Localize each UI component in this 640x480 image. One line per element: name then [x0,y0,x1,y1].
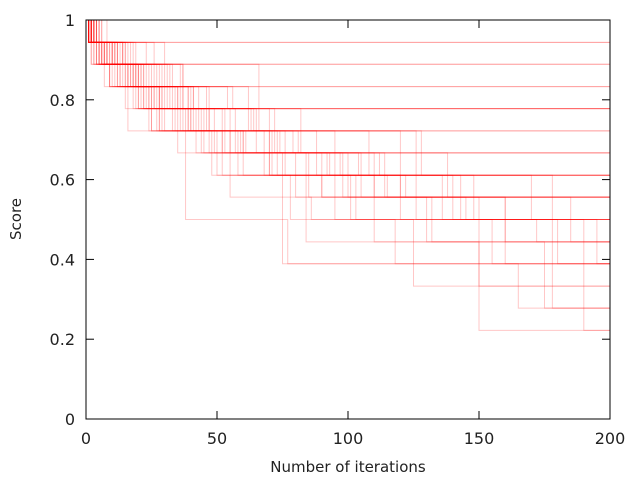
x-tick-label: 200 [595,429,626,448]
series-line-18 [86,19,610,243]
series-line-36 [86,19,610,176]
series-line-16 [86,19,610,309]
series-line-42 [86,19,610,110]
series-line-3 [86,19,610,309]
series-line-35 [86,19,610,110]
series-line-26 [86,19,610,198]
series-line-24 [86,19,610,220]
series-layer [86,19,610,331]
series-line-28 [86,19,610,265]
series-line-34 [86,19,610,243]
series-line-23 [86,19,610,309]
y-tick-labels: 0 0.2 0.4 0.6 0.8 1 [50,11,75,429]
series-line-6 [86,19,610,331]
series-line-4 [86,19,610,265]
series-line-27 [86,19,610,220]
x-tick-label: 50 [207,429,227,448]
y-tick-label: 1 [65,11,75,30]
series-line-13 [86,19,610,243]
series-line-8 [86,19,610,265]
series-line-48 [86,19,610,110]
series-line-1 [86,19,610,220]
series-line-25 [86,19,610,243]
y-axis-title: Score [7,198,25,240]
series-line-17 [86,19,610,154]
series-line-33 [86,19,610,154]
series-line-22 [86,19,610,198]
series-line-11 [86,19,610,220]
y-tick-label: 0 [65,410,75,429]
y-tick-label: 0.4 [50,250,75,269]
series-line-31 [86,19,610,176]
series-line-21 [86,19,610,265]
series-line-39 [86,19,610,198]
series-line-32 [86,19,610,220]
ticks-layer [85,19,611,420]
series-line-7 [86,19,610,198]
series-line-49 [86,19,610,176]
x-tick-label: 0 [81,429,91,448]
x-tick-labels: 0 50 100 150 200 [81,429,625,448]
series-line-20 [86,19,610,220]
series-line-40 [86,19,610,132]
x-axis-title: Number of iterations [270,458,426,476]
series-line-2 [86,19,610,265]
series-line-5 [86,19,610,243]
series-line-15 [86,19,610,176]
series-line-30 [86,19,610,132]
series-line-38 [86,19,610,110]
series-line-37 [86,19,610,154]
series-line-9 [86,19,610,331]
y-tick-label: 0.8 [50,91,75,110]
y-tick-label: 0.2 [50,330,75,349]
series-line-0 [86,19,610,287]
x-tick-label: 150 [464,429,495,448]
series-line-29 [86,19,610,198]
series-line-10 [86,19,610,198]
series-line-19 [86,19,610,176]
series-line-41 [86,19,610,88]
series-line-12 [86,19,610,287]
x-tick-label: 100 [333,429,364,448]
series-line-46 [86,19,610,88]
y-tick-label: 0.6 [50,171,75,190]
series-line-14 [86,19,610,265]
